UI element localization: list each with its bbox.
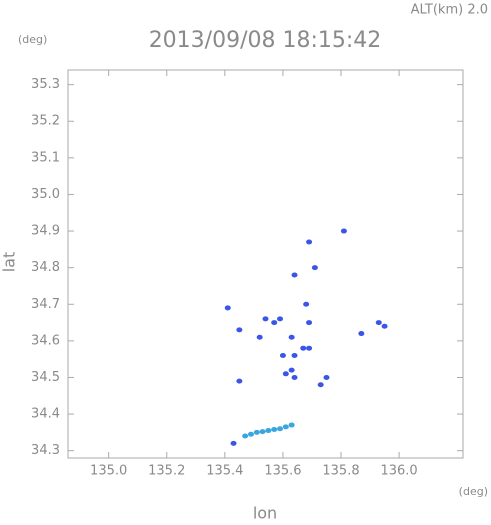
echo-point xyxy=(291,374,298,380)
echo-point xyxy=(291,272,298,278)
echo-point xyxy=(303,301,310,307)
echo-point xyxy=(291,353,298,359)
y-tick-label: 34.7 xyxy=(31,297,60,312)
echo-point xyxy=(277,426,284,432)
echo-point xyxy=(282,371,289,377)
echo-point xyxy=(224,305,231,311)
y-tick-label: 35.0 xyxy=(31,187,60,202)
echo-point xyxy=(288,422,295,428)
echo-point xyxy=(253,429,260,435)
echo-point xyxy=(358,331,365,337)
echo-point xyxy=(236,378,243,384)
altitude: ALT(km) 2.0 xyxy=(411,3,488,18)
x-tick-label: 135.4 xyxy=(206,464,243,479)
echo-point xyxy=(247,431,254,437)
echo-point xyxy=(265,428,272,434)
x-tick-label: 135.0 xyxy=(90,464,127,479)
y-axis-label: lat xyxy=(0,252,19,273)
unit-label: (deg) xyxy=(18,33,47,46)
echo-point xyxy=(306,239,313,245)
echo-point xyxy=(282,424,289,430)
y-tick-label: 35.2 xyxy=(31,114,60,129)
echo-point xyxy=(256,334,263,340)
echo-point xyxy=(271,426,278,432)
x-tick-label: 135.6 xyxy=(264,464,301,479)
chart-title: 2013/09/08 18:15:42 xyxy=(149,28,382,53)
echo-point xyxy=(375,320,382,326)
echo-point xyxy=(242,433,249,439)
unit-label: (deg) xyxy=(459,485,488,498)
x-tick-label: 135.2 xyxy=(148,464,185,479)
echo-point xyxy=(381,323,388,329)
y-tick-label: 34.4 xyxy=(31,407,60,422)
plot-frame xyxy=(67,69,464,459)
echo-point xyxy=(279,353,286,359)
y-tick-label: 34.6 xyxy=(31,333,60,348)
echo-point xyxy=(306,320,313,326)
y-tick-label: 34.9 xyxy=(31,224,60,239)
y-tick-label: 34.8 xyxy=(31,260,60,275)
y-tick-label: 35.1 xyxy=(31,150,60,165)
echo-point xyxy=(277,316,284,322)
echo-point xyxy=(288,367,295,373)
echo-point xyxy=(311,265,318,271)
echo-point xyxy=(300,345,307,351)
echo-point xyxy=(340,228,347,234)
y-tick-label: 34.5 xyxy=(31,370,60,385)
x-axis-label: lon xyxy=(253,504,277,522)
echo-point xyxy=(323,374,330,380)
echo-point xyxy=(306,345,313,351)
echo-point xyxy=(236,327,243,333)
echo-point xyxy=(262,316,269,322)
y-tick-label: 35.3 xyxy=(31,77,60,92)
echo-point xyxy=(230,440,237,446)
y-tick-label: 34.3 xyxy=(31,443,60,458)
x-tick-label: 136.0 xyxy=(380,464,417,479)
echo-point xyxy=(259,429,266,435)
echo-point xyxy=(288,334,295,340)
echo-point xyxy=(317,382,324,388)
x-tick-label: 135.8 xyxy=(322,464,359,479)
echo-point xyxy=(271,320,278,326)
